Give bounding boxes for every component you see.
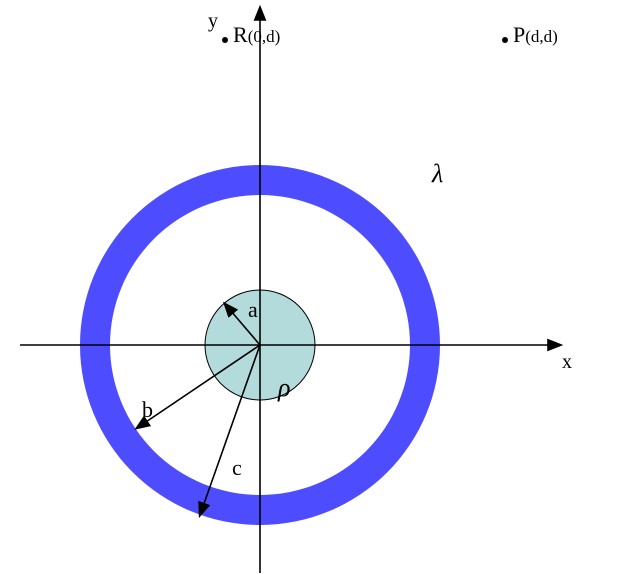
point-p-main: P — [513, 22, 525, 47]
radius-b-label: b — [142, 397, 153, 423]
point-r-main: R — [233, 22, 248, 47]
point-r-dot — [222, 37, 228, 43]
point-p-dot — [502, 37, 508, 43]
point-p-label: P(d,d) — [513, 22, 558, 48]
point-r-sub: (0,d) — [248, 27, 281, 46]
point-r-label: R(0,d) — [233, 22, 280, 48]
x-axis-label: x — [562, 351, 572, 374]
lambda-label: λ — [432, 159, 443, 189]
y-axis-label: y — [208, 10, 218, 33]
radius-c-label: c — [232, 455, 242, 481]
rho-label: ρ — [278, 373, 290, 403]
diagram-canvas — [0, 0, 624, 574]
radius-a-label: a — [248, 297, 258, 323]
point-p-sub: (d,d) — [525, 27, 558, 46]
